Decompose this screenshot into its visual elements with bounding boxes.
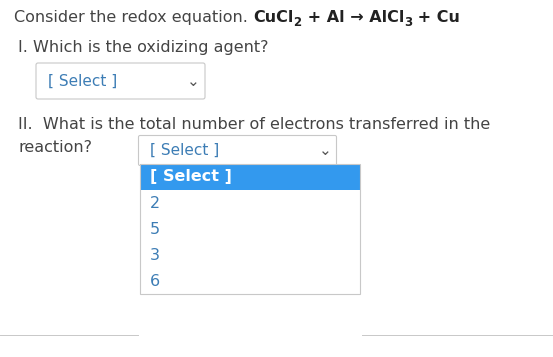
Text: Consider the redox equation.: Consider the redox equation. <box>14 10 253 25</box>
Text: ⌄: ⌄ <box>319 143 332 158</box>
Text: 3: 3 <box>150 247 160 262</box>
Text: ⌄: ⌄ <box>187 74 200 89</box>
Text: 2: 2 <box>294 16 301 29</box>
Text: 3: 3 <box>404 16 412 29</box>
Text: [ Select ]: [ Select ] <box>150 143 219 158</box>
FancyBboxPatch shape <box>36 63 205 99</box>
Text: reaction?: reaction? <box>18 140 92 155</box>
Text: [ Select ]: [ Select ] <box>48 74 117 89</box>
Text: CuCl: CuCl <box>253 10 294 25</box>
Bar <box>140 164 360 294</box>
Text: I. Which is the oxidizing agent?: I. Which is the oxidizing agent? <box>18 40 269 55</box>
Text: 5: 5 <box>150 221 160 236</box>
Bar <box>140 164 360 294</box>
Text: 6: 6 <box>150 273 160 288</box>
Text: II.  What is the total number of electrons transferred in the: II. What is the total number of electron… <box>18 117 491 132</box>
Bar <box>140 164 360 190</box>
Text: [ Select ]: [ Select ] <box>150 170 232 185</box>
FancyBboxPatch shape <box>138 136 336 166</box>
Text: + Al → AlCl: + Al → AlCl <box>301 10 404 25</box>
Text: + Cu: + Cu <box>412 10 460 25</box>
Text: 2: 2 <box>150 196 160 211</box>
